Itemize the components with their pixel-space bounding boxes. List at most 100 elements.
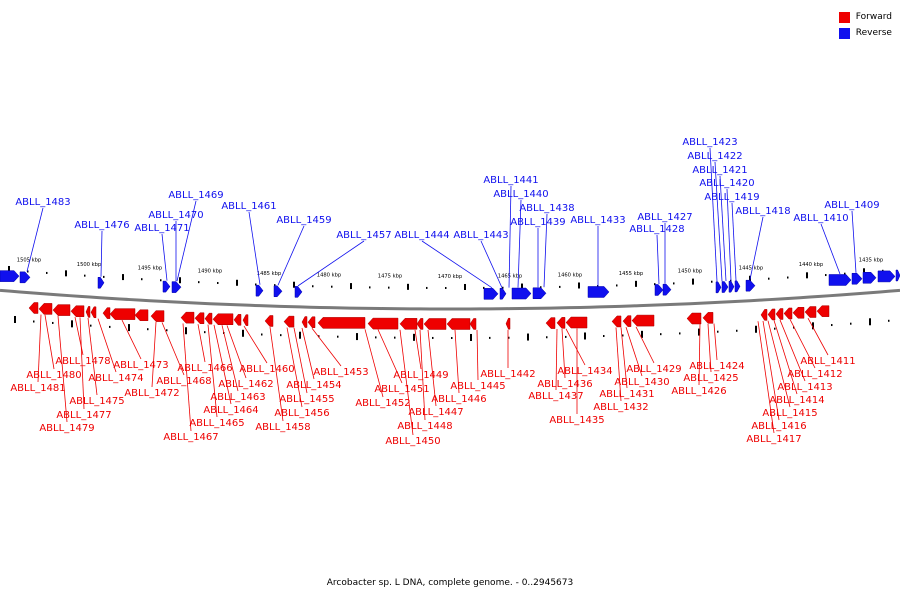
- gene-label[interactable]: ABLL_1483: [15, 197, 70, 208]
- gene-label[interactable]: ABLL_1447: [408, 407, 463, 418]
- gene-label[interactable]: ABLL_1444: [394, 230, 449, 241]
- gene-label[interactable]: ABLL_1416: [751, 421, 806, 432]
- gene-label[interactable]: ABLL_1481: [10, 383, 65, 394]
- gene-label[interactable]: ABLL_1453: [313, 367, 368, 378]
- gene-label[interactable]: ABLL_1479: [39, 423, 94, 434]
- gene-arrow-forward: [767, 308, 776, 321]
- gene-label[interactable]: ABLL_1432: [593, 402, 648, 413]
- ruler-label: 1470 kbp: [438, 274, 463, 280]
- gene-label[interactable]: ABLL_1434: [557, 366, 612, 377]
- gene-label[interactable]: ABLL_1462: [218, 379, 273, 390]
- gene-label[interactable]: ABLL_1475: [69, 396, 124, 407]
- gene-label[interactable]: ABLL_1467: [163, 432, 218, 443]
- gene-label[interactable]: ABLL_1411: [800, 356, 855, 367]
- gene-label[interactable]: ABLL_1418: [735, 206, 790, 217]
- gene-label[interactable]: ABLL_1472: [124, 388, 179, 399]
- gene-label[interactable]: ABLL_1452: [355, 398, 410, 409]
- gene-label[interactable]: ABLL_1456: [274, 408, 329, 419]
- gene-leader-line: [454, 329, 460, 394]
- gene-label[interactable]: ABLL_1468: [156, 376, 211, 387]
- gene-label[interactable]: ABLL_1427: [637, 212, 692, 223]
- ruler-tick: [432, 336, 434, 339]
- legend: Forward Reverse: [838, 9, 892, 41]
- gene-label[interactable]: ABLL_1451: [374, 384, 429, 395]
- gene-label[interactable]: ABLL_1419: [704, 192, 759, 203]
- ruler-tick: [850, 322, 852, 325]
- gene-label[interactable]: ABLL_1476: [74, 220, 129, 231]
- gene-label[interactable]: ABLL_1424: [689, 361, 744, 372]
- gene-arrow-forward: [545, 317, 556, 329]
- gene-label[interactable]: ABLL_1442: [480, 369, 535, 380]
- gene-label[interactable]: ABLL_1460: [239, 364, 294, 375]
- gene-label[interactable]: ABLL_1431: [599, 389, 654, 400]
- gene-label[interactable]: ABLL_1439: [510, 217, 565, 228]
- gene-label[interactable]: ABLL_1415: [762, 408, 817, 419]
- gene-label[interactable]: ABLL_1473: [113, 360, 168, 371]
- ruler-tick: [331, 285, 333, 288]
- gene-label[interactable]: ABLL_1420: [699, 178, 754, 189]
- gene-leader-line: [656, 234, 660, 284]
- gene-label[interactable]: ABLL_1421: [692, 165, 747, 176]
- gene-label[interactable]: ABLL_1480: [26, 370, 81, 381]
- gene-label[interactable]: ABLL_1440: [493, 189, 548, 200]
- ruler-tick: [84, 274, 86, 277]
- gene-label[interactable]: ABLL_1426: [671, 386, 726, 397]
- gene-label[interactable]: ABLL_1471: [134, 223, 189, 234]
- gene-leader-line: [719, 175, 727, 281]
- gene-label[interactable]: ABLL_1436: [537, 379, 592, 390]
- gene-label[interactable]: ABLL_1410: [793, 213, 848, 224]
- gene-label[interactable]: ABLL_1466: [177, 363, 232, 374]
- gene-arrow-forward: [505, 317, 511, 330]
- gene-label[interactable]: ABLL_1428: [629, 224, 684, 235]
- gene-label[interactable]: ABLL_1435: [549, 415, 604, 426]
- gene-label[interactable]: ABLL_1464: [203, 405, 258, 416]
- gene-label[interactable]: ABLL_1448: [397, 421, 452, 432]
- gene-label[interactable]: ABLL_1470: [148, 210, 203, 221]
- gene-label[interactable]: ABLL_1458: [255, 422, 310, 433]
- gene-label[interactable]: ABLL_1412: [787, 369, 842, 380]
- gene-leader-line: [399, 329, 414, 436]
- gene-label[interactable]: ABLL_1455: [279, 394, 334, 405]
- gene-label[interactable]: ABLL_1433: [570, 215, 625, 226]
- gene-label[interactable]: ABLL_1461: [221, 201, 276, 212]
- gene-leader-line: [100, 230, 103, 277]
- gene-leader-line: [301, 327, 315, 380]
- gene-arrow-forward: [194, 312, 205, 324]
- gene-label[interactable]: ABLL_1465: [189, 418, 244, 429]
- gene-arrow-reverse: [654, 284, 664, 296]
- ruler-tick: [261, 333, 263, 336]
- gene-label[interactable]: ABLL_1422: [687, 151, 742, 162]
- gene-label[interactable]: ABLL_1429: [626, 364, 681, 375]
- gene-label[interactable]: ABLL_1441: [483, 175, 538, 186]
- gene-label[interactable]: ABLL_1446: [431, 394, 486, 405]
- gene-label[interactable]: ABLL_1474: [88, 373, 143, 384]
- gene-leader-line: [543, 213, 548, 288]
- gene-label[interactable]: ABLL_1469: [168, 190, 223, 201]
- ruler-label: 1480 kbp: [317, 273, 342, 279]
- gene-label[interactable]: ABLL_1437: [528, 391, 583, 402]
- gene-label[interactable]: ABLL_1409: [824, 200, 879, 211]
- gene-label[interactable]: ABLL_1457: [336, 230, 391, 241]
- gene-label[interactable]: ABLL_1449: [393, 370, 448, 381]
- gene-label[interactable]: ABLL_1477: [56, 410, 111, 421]
- gene-leader-line: [74, 316, 84, 356]
- gene-label[interactable]: ABLL_1454: [286, 380, 341, 391]
- gene-label[interactable]: ABLL_1413: [777, 382, 832, 393]
- gene-label[interactable]: ABLL_1478: [55, 356, 110, 367]
- gene-label[interactable]: ABLL_1459: [276, 215, 331, 226]
- gene-label[interactable]: ABLL_1417: [746, 434, 801, 445]
- gene-label[interactable]: ABLL_1438: [519, 203, 574, 214]
- ruler-tick: [616, 284, 618, 287]
- ruler-tick: [388, 286, 390, 289]
- gene-label[interactable]: ABLL_1445: [450, 381, 505, 392]
- gene-arrow-forward: [52, 304, 71, 316]
- gene-label[interactable]: ABLL_1423: [682, 137, 737, 148]
- gene-label[interactable]: ABLL_1450: [385, 436, 440, 447]
- gene-leader-line: [476, 329, 479, 381]
- gene-label[interactable]: ABLL_1463: [210, 392, 265, 403]
- gene-label[interactable]: ABLL_1443: [453, 230, 508, 241]
- gene-label[interactable]: ABLL_1430: [614, 377, 669, 388]
- gene-label[interactable]: ABLL_1414: [769, 395, 824, 406]
- gene-label[interactable]: ABLL_1425: [683, 373, 738, 384]
